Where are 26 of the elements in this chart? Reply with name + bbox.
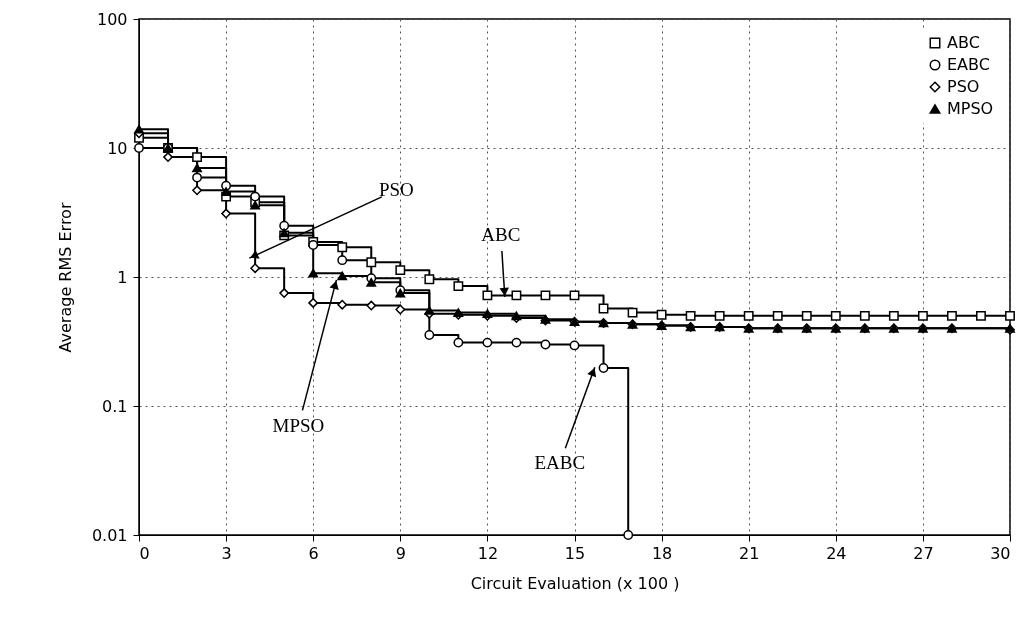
- y-tick-label: 0.01: [91, 525, 128, 545]
- x-tick-label: 12: [477, 543, 499, 563]
- x-tick-label: 15: [564, 543, 586, 563]
- legend-label: MPSO: [947, 99, 994, 118]
- annotation: ABC: [481, 223, 521, 245]
- x-tick-label: 18: [651, 543, 673, 563]
- x-tick-label: 9: [395, 543, 406, 563]
- annotation: PSO: [378, 179, 414, 201]
- x-tick-label: 21: [739, 543, 760, 563]
- x-tick-label: 6: [308, 543, 319, 563]
- x-tick-label: 27: [913, 543, 934, 563]
- annotation: EABC: [534, 452, 586, 474]
- y-tick-label: 100: [96, 9, 128, 29]
- legend-label: ABC: [947, 33, 980, 52]
- annotation: MPSO: [272, 414, 325, 436]
- x-axis-title: Circuit Evaluation (x 100 ): [470, 573, 680, 593]
- x-tick-label: 3: [221, 543, 232, 563]
- x-tick-label: 24: [826, 543, 847, 563]
- y-tick-label: 0.1: [102, 396, 128, 416]
- y-axis-title: Average RMS Error: [55, 202, 75, 353]
- x-tick-label: 30: [990, 543, 1011, 563]
- legend-label: EABC: [947, 55, 990, 74]
- legend-label: PSO: [947, 77, 980, 96]
- x-tick-label: 0: [139, 543, 150, 563]
- y-tick-label: 10: [107, 138, 128, 158]
- y-tick-label: 1: [117, 267, 128, 287]
